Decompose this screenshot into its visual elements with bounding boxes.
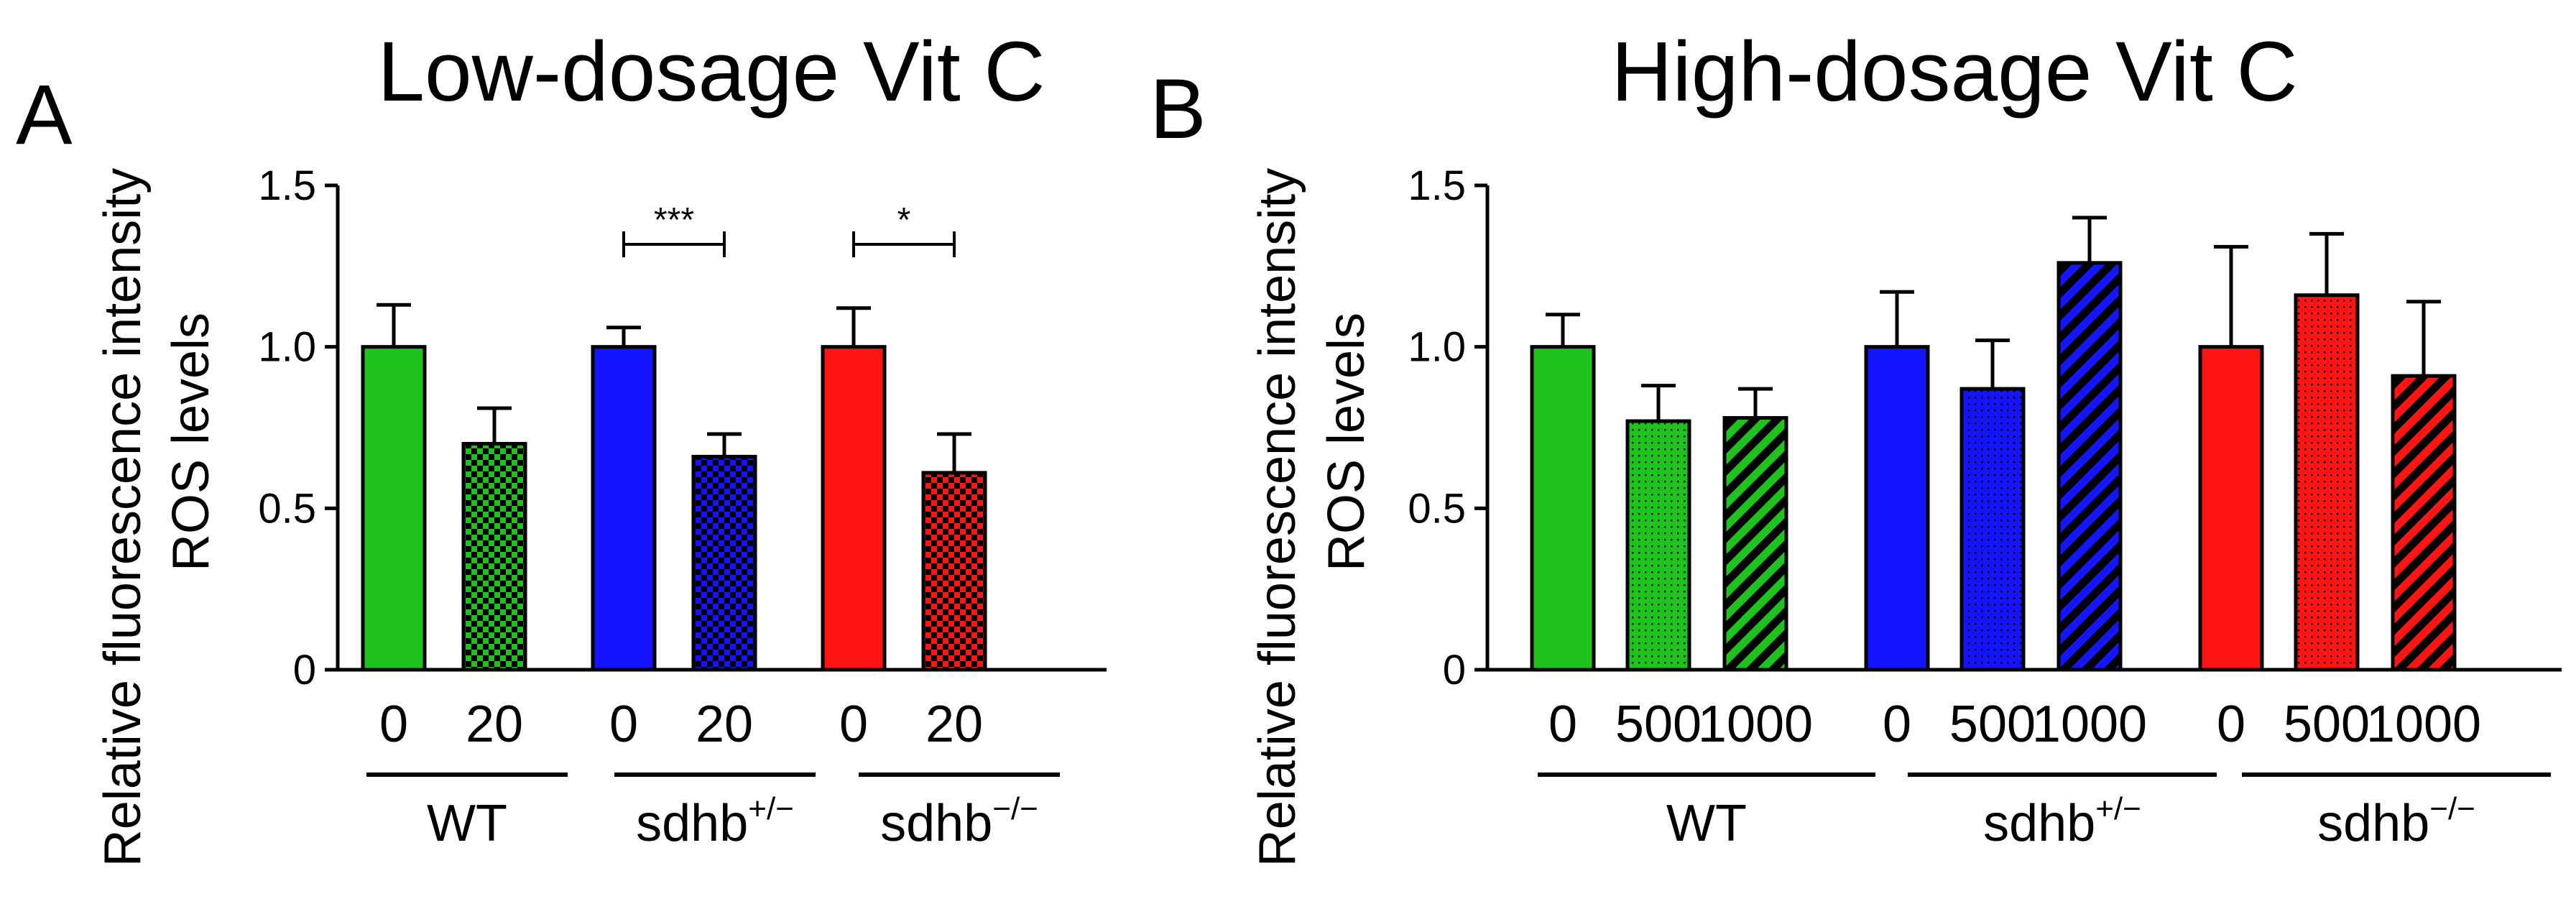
- panel-b-title: High-dosage Vit C: [1611, 24, 2297, 119]
- panel-a-ylabel-line1: Relative fluorescence intensity: [94, 168, 152, 867]
- panel-a-ylabel-line2: ROS levels: [162, 313, 220, 571]
- group-label-superscript: +/−: [748, 791, 794, 826]
- y-tick-label: 1.0: [1408, 324, 1466, 371]
- group-label-text: sdhb: [636, 795, 748, 852]
- panel-b-ylabel-line2: ROS levels: [1318, 313, 1375, 571]
- bar: [921, 471, 987, 672]
- x-tick-label: 0: [839, 696, 868, 753]
- bar: [591, 345, 657, 672]
- x-tick-label: 0: [2217, 696, 2245, 753]
- group-label-text: WT: [427, 795, 507, 852]
- group-label: WT: [427, 795, 507, 852]
- y-tick-label: 1.5: [1408, 162, 1466, 209]
- panel-b: B High-dosage Vit C Relative fluorescenc…: [1150, 24, 2562, 867]
- y-tick-label: 1.5: [258, 162, 316, 209]
- x-tick-label: 20: [696, 696, 753, 753]
- panel-a-title: Low-dosage Vit C: [377, 24, 1045, 119]
- y-tick-label: 0.5: [1408, 485, 1466, 532]
- x-tick-label: 0: [1883, 696, 1911, 753]
- x-tick-label: 0: [1548, 696, 1577, 753]
- bar: [2391, 374, 2457, 672]
- group-label-superscript: +/−: [2095, 791, 2141, 826]
- y-tick-label: 0: [1443, 647, 1466, 693]
- group-label: sdhb−/−: [2317, 791, 2475, 852]
- panel-b-label: B: [1150, 62, 1206, 157]
- bar: [461, 441, 527, 672]
- x-tick-label: 0: [609, 696, 638, 753]
- bar: [1530, 345, 1596, 672]
- significance-label: ***: [654, 201, 694, 239]
- x-tick-label: 20: [466, 696, 523, 753]
- bar: [1864, 345, 1930, 672]
- group-label-text: sdhb: [1983, 795, 2095, 852]
- x-tick-label: 20: [925, 696, 983, 753]
- bar: [691, 454, 757, 672]
- y-tick-label: 0: [293, 647, 316, 693]
- bar: [361, 345, 427, 672]
- group-label-superscript: −/−: [2429, 791, 2475, 826]
- x-tick-label: 0: [379, 696, 408, 753]
- x-tick-label: 1000: [2032, 696, 2147, 753]
- group-label: sdhb+/−: [636, 791, 794, 852]
- bar: [2294, 293, 2360, 672]
- group-label-text: WT: [1666, 795, 1747, 852]
- panel-b-ylabel-line1: Relative fluorescence intensity: [1249, 168, 1306, 867]
- group-label-text: sdhb: [880, 795, 992, 852]
- x-tick-label: 500: [1949, 696, 2036, 753]
- significance-label: *: [897, 201, 911, 239]
- x-tick-label: 500: [1615, 696, 1702, 753]
- significance-bracket: [852, 231, 956, 257]
- x-tick-label: 1000: [2366, 696, 2481, 753]
- panel-a-label: A: [16, 68, 73, 162]
- group-label-superscript: −/−: [992, 791, 1038, 826]
- bar: [2198, 345, 2264, 672]
- bar: [1722, 416, 1788, 672]
- group-label: sdhb+/−: [1983, 791, 2141, 852]
- group-label: sdhb−/−: [880, 791, 1038, 852]
- significance-bracket: [622, 231, 726, 257]
- group-label-text: sdhb: [2317, 795, 2429, 852]
- y-tick-label: 0.5: [258, 485, 316, 532]
- y-tick-label: 1.0: [258, 324, 316, 371]
- group-label: WT: [1666, 795, 1747, 852]
- x-tick-label: 500: [2284, 696, 2370, 753]
- bar: [2056, 261, 2123, 672]
- bar: [1625, 419, 1691, 672]
- x-tick-label: 1000: [1698, 696, 1813, 753]
- bar: [1959, 387, 2026, 672]
- bar: [821, 345, 887, 672]
- panel-a: A Low-dosage Vit C Relative fluorescence…: [16, 24, 1107, 867]
